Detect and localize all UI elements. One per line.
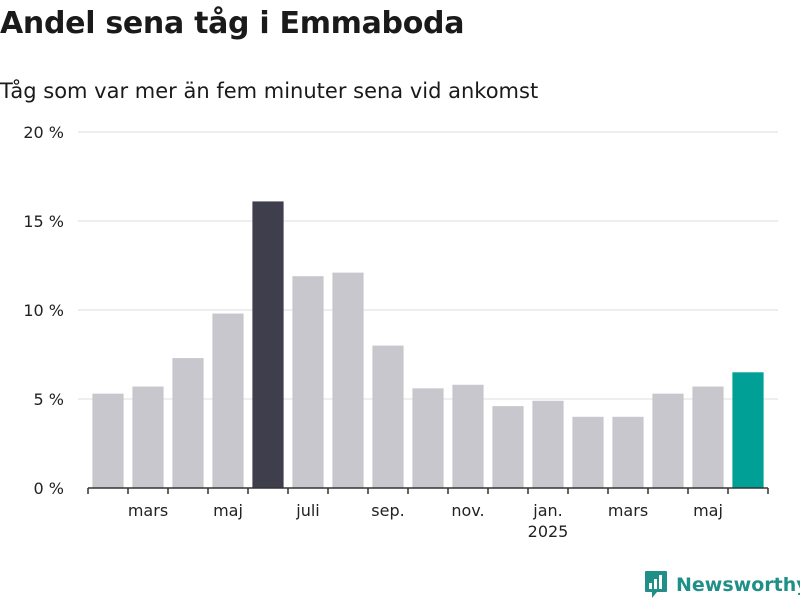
bar (212, 313, 244, 488)
x-tick-label: sep. (371, 501, 404, 520)
x-tick-sublabel: 2025 (528, 522, 569, 541)
bar (92, 393, 124, 488)
y-tick-label: 10 % (23, 301, 64, 320)
brand: Newsworthy (644, 570, 800, 600)
brand-name: Newsworthy (676, 574, 800, 596)
newsworthy-logo-icon (645, 571, 667, 598)
x-tick-label: juli (295, 501, 319, 520)
bar (612, 416, 644, 488)
bar (332, 272, 364, 488)
bar (652, 393, 684, 488)
y-tick-label: 0 % (34, 479, 64, 498)
bar (252, 201, 284, 489)
chart-subtitle: Tåg som var mer än fem minuter sena vid … (0, 79, 539, 103)
x-tick-label: mars (128, 501, 168, 520)
x-tick-label: jan. (532, 501, 562, 520)
bar-chart: 0 % 5 % 10 % 15 % 20 % mars maj juli sep. nov. jan… (23, 123, 778, 541)
bar (732, 372, 764, 488)
y-tick-label: 5 % (34, 390, 64, 409)
x-tick-label: maj (213, 501, 243, 520)
bar (572, 416, 604, 488)
bar (292, 276, 324, 488)
x-tick-label: nov. (451, 501, 484, 520)
bar (372, 345, 404, 488)
bar (172, 358, 204, 488)
bar (452, 384, 484, 488)
x-tick-label: maj (693, 501, 723, 520)
x-tick-label: mars (608, 501, 648, 520)
y-tick-label: 20 % (23, 123, 64, 142)
y-tick-label: 15 % (23, 212, 64, 231)
bar (412, 388, 444, 488)
bar (692, 386, 724, 488)
bar (492, 406, 524, 488)
bar (132, 386, 164, 488)
chart-title: Andel sena tåg i Emmaboda (0, 6, 465, 41)
bar (532, 400, 564, 488)
